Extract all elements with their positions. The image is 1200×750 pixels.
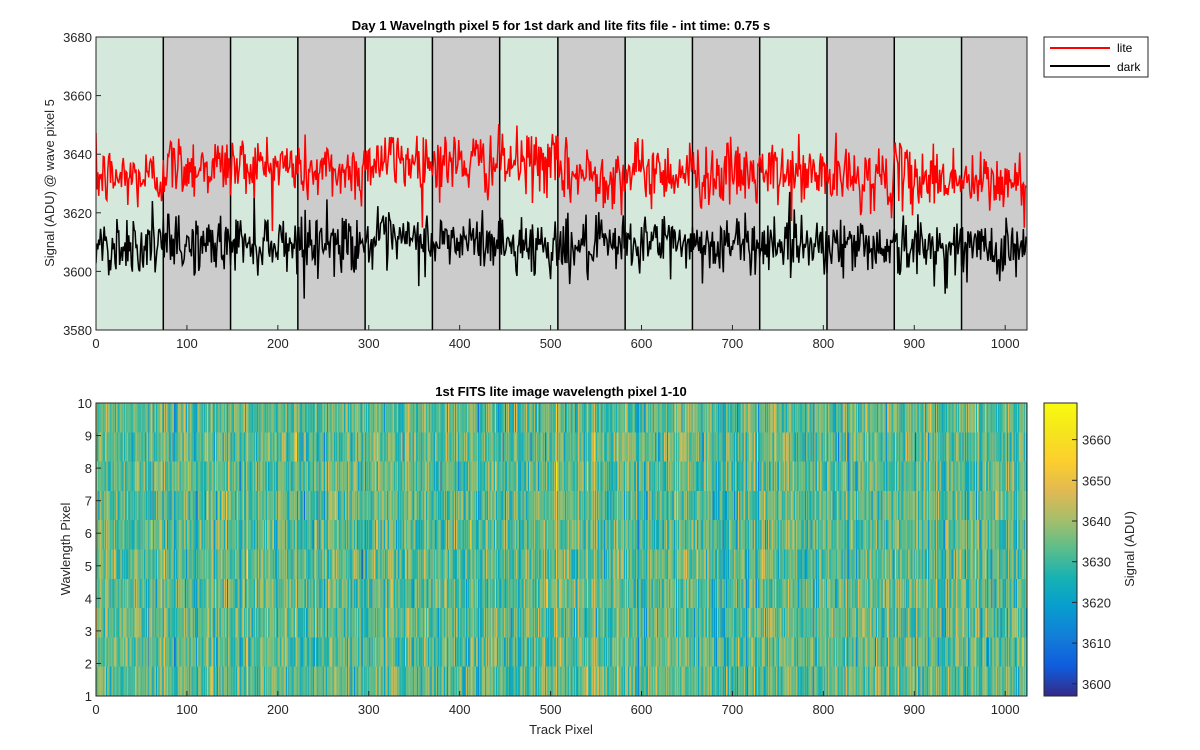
y-tick-label: 3640 — [63, 147, 92, 162]
y-tick-label: 3680 — [63, 30, 92, 45]
heatmap-x-axis-label: Track Pixel — [529, 722, 593, 737]
x-tick-label: 300 — [358, 336, 380, 351]
x-tick-label: 400 — [449, 702, 471, 717]
legend-box — [1043, 36, 1149, 78]
y-tick-label: 10 — [78, 396, 92, 411]
heatmap-title: 1st FITS lite image wavelength pixel 1-1… — [435, 384, 686, 399]
top-x-axis: 0 100 200 300 400 500 600 700 800 900 1000 — [92, 325, 1020, 351]
x-tick-label: 200 — [267, 336, 289, 351]
x-tick-label: 900 — [903, 702, 925, 717]
x-tick-label: 600 — [631, 336, 653, 351]
x-tick-label: 500 — [540, 336, 562, 351]
background-band — [499, 37, 558, 330]
colorbar-tick-label: 3660 — [1082, 433, 1111, 448]
x-tick-label: 400 — [449, 336, 471, 351]
colorbar-gradient — [1043, 402, 1078, 697]
background-band — [230, 37, 298, 330]
y-tick-label: 9 — [85, 429, 92, 444]
colorbar-ticks: 3600 3610 3620 3630 3640 3650 3660 — [1072, 433, 1111, 692]
colorbar-tick-label: 3640 — [1082, 514, 1111, 529]
background-band — [826, 37, 895, 330]
x-tick-label: 700 — [722, 336, 744, 351]
y-tick-label: 8 — [85, 461, 92, 476]
y-tick-label: 3660 — [63, 89, 92, 104]
heatmap-y-axis-label: Wavlength Pixel — [58, 503, 73, 596]
legend-label-lite: lite — [1117, 41, 1133, 55]
x-tick-label: 100 — [176, 336, 198, 351]
heatmap-image — [96, 403, 1027, 696]
x-tick-label: 300 — [358, 702, 380, 717]
x-tick-label: 700 — [722, 702, 744, 717]
x-tick-label: 800 — [812, 336, 834, 351]
x-tick-label: 0 — [92, 336, 99, 351]
line-chart: 0 100 200 300 400 500 600 700 800 900 1000 3580 360… — [42, 18, 1149, 351]
x-tick-label: 600 — [631, 702, 653, 717]
top-chart-title: Day 1 Wavelngth pixel 5 for 1st dark and… — [352, 18, 771, 33]
x-tick-label: 100 — [176, 702, 198, 717]
top-plot-area-border — [95, 36, 1028, 331]
colorbar-tick-label: 3650 — [1082, 473, 1111, 488]
x-tick-label: 1000 — [991, 702, 1020, 717]
heatmap-x-axis: 0 100 200 300 400 500 600 700 800 900 1000 — [92, 691, 1020, 717]
y-tick-label: 6 — [85, 526, 92, 541]
y-tick-label: 4 — [85, 591, 92, 606]
background-band — [163, 37, 231, 330]
colorbar-label: Signal (ADU) — [1122, 511, 1137, 587]
series-line-lite — [96, 124, 1027, 232]
x-tick-label: 800 — [812, 702, 834, 717]
x-tick-label: 0 — [92, 702, 99, 717]
colorbar-tick-label: 3620 — [1082, 595, 1111, 610]
x-tick-label: 500 — [540, 702, 562, 717]
heatmap-chart: 0 100 200 300 400 500 600 700 800 900 1000 1 2 3 4 5 6 7… — [58, 384, 1137, 737]
legend-label-dark: dark — [1117, 60, 1141, 74]
heatmap-y-axis: 1 2 3 4 5 6 7 8 9 10 — [78, 396, 101, 704]
top-y-axis: 3580 3600 3620 3640 3660 3680 — [63, 30, 101, 338]
y-tick-label: 3 — [85, 624, 92, 639]
colorbar-tick-label: 3630 — [1082, 555, 1111, 570]
top-y-axis-label: Signal (ADU) @ wave pixel 5 — [42, 99, 57, 267]
background-band — [625, 37, 693, 330]
y-tick-label: 3600 — [63, 264, 92, 279]
y-tick-label: 7 — [85, 494, 92, 509]
x-tick-label: 1000 — [991, 336, 1020, 351]
y-tick-label: 2 — [85, 656, 92, 671]
x-tick-label: 900 — [903, 336, 925, 351]
legend: lite dark — [1043, 36, 1149, 78]
x-tick-label: 200 — [267, 702, 289, 717]
y-tick-label: 3580 — [63, 323, 92, 338]
heatmap-plot-area-border — [95, 402, 1028, 697]
background-band — [96, 37, 164, 330]
colorbar: 3600 3610 3620 3630 3640 3650 3660 Signal (ADU… — [1043, 402, 1137, 697]
y-tick-label: 5 — [85, 559, 92, 574]
colorbar-tick-label: 3600 — [1082, 677, 1111, 692]
colorbar-tick-label: 3610 — [1082, 636, 1111, 651]
y-tick-label: 1 — [85, 689, 92, 704]
series-line-dark — [96, 191, 1027, 299]
y-tick-label: 3620 — [63, 206, 92, 221]
